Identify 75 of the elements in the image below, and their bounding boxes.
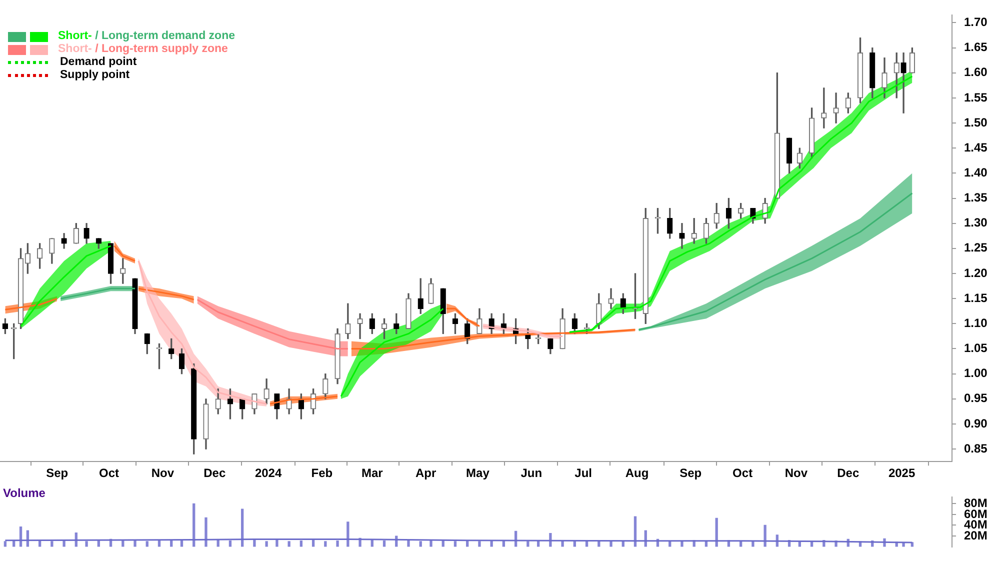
legend-label: Demand point [60, 56, 137, 68]
x-tick-label: Dec [837, 466, 860, 480]
x-tick-label: 2024 [254, 466, 282, 480]
text: / Long-term demand zone [95, 30, 235, 42]
x-tick-label: Jun [520, 466, 542, 480]
chart-title: Volume [3, 486, 46, 500]
bar [85, 541, 88, 547]
bar [276, 540, 278, 547]
x-tick-label: Mar [361, 466, 384, 480]
x-tick-label: Nov [151, 466, 174, 480]
bar [407, 540, 410, 547]
x-tick-label: Aug [625, 466, 649, 480]
candlestick [357, 313, 363, 340]
x-tick-label: Apr [415, 466, 436, 480]
x-tick-label: Feb [311, 466, 333, 480]
bar [526, 541, 530, 547]
text: / Long-term supply zone [95, 43, 228, 55]
bar [170, 540, 173, 547]
y-tick-label: 1.10 [964, 316, 988, 330]
y-tick-label: 1.55 [964, 90, 988, 104]
x-tick-label: Sep [46, 466, 68, 480]
y-tick-label: 0.85 [964, 441, 988, 456]
bar [680, 541, 684, 547]
bar [228, 540, 232, 547]
legend-label: Supply point [60, 69, 130, 81]
bar [454, 541, 457, 547]
x-tick-label: Dec [204, 466, 226, 480]
y-tick-label: 1.70 [964, 15, 988, 30]
y-tick-label: 1.50 [964, 115, 988, 130]
x-tick-label: May [466, 466, 490, 480]
candlestick [679, 223, 685, 249]
candlestick [900, 52, 906, 114]
x-tick-label: Oct [99, 466, 120, 480]
y-tick-label: 1.40 [964, 166, 988, 180]
bar [478, 541, 481, 547]
y-tick-label: 1.60 [964, 65, 988, 80]
y-tick-label: 1.05 [964, 341, 988, 356]
bar [312, 540, 315, 547]
bar [4, 541, 7, 547]
legend-label: Short- [58, 30, 92, 42]
bar [146, 541, 148, 547]
y-tick-label: 1.25 [964, 240, 988, 255]
x-tick-label: 2025 [888, 466, 916, 480]
y-tick-label: 1.30 [964, 216, 988, 230]
x-tick-label: Oct [732, 466, 753, 480]
bar [122, 540, 124, 547]
y-tick-label: 1.65 [964, 40, 988, 54]
candlestick [608, 288, 614, 309]
bar [336, 540, 339, 547]
bar [265, 541, 268, 547]
bar [288, 541, 290, 547]
y-tick-label: 1.15 [964, 290, 988, 305]
x-tick-label: Sep [680, 466, 702, 480]
bar [204, 517, 208, 547]
bar [134, 540, 136, 547]
y-tick-label: 1.20 [964, 266, 988, 280]
y-tick-label: 1.35 [964, 190, 988, 205]
bar [764, 524, 766, 547]
bar [300, 540, 303, 547]
y-tick-label: 0.90 [964, 416, 988, 430]
bar [382, 540, 386, 547]
bar [50, 541, 54, 547]
y-tick-label: 1.45 [964, 140, 988, 154]
bar [241, 508, 244, 547]
x-tick-label: Nov [784, 466, 808, 480]
y-tick-label: 1.00 [964, 366, 988, 380]
bar [419, 541, 422, 547]
bar [490, 540, 493, 547]
candlestick [833, 92, 839, 124]
bar [370, 540, 374, 547]
bar [324, 541, 327, 547]
y-tick-label: 0.95 [964, 391, 988, 406]
x-tick-label: Jul [574, 466, 592, 480]
bar [192, 503, 196, 547]
legend-label: Short- [58, 43, 92, 55]
